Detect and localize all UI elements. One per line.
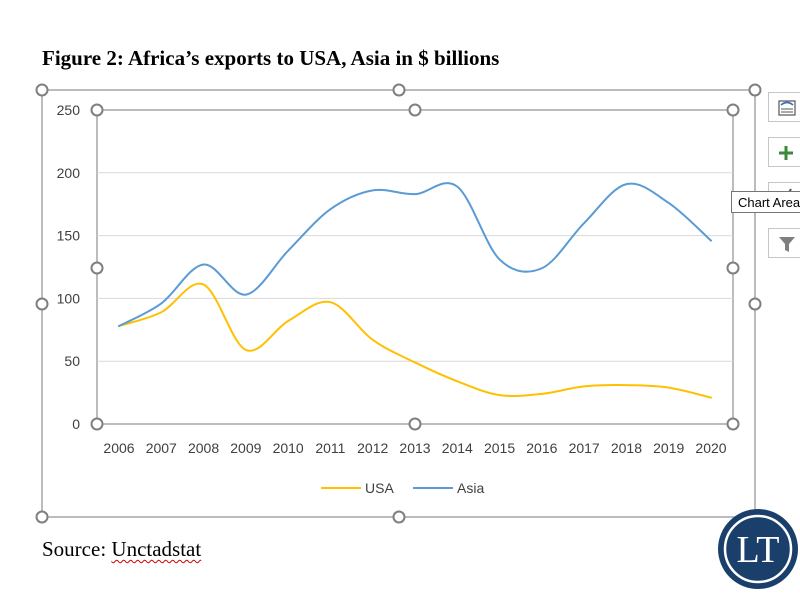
source-note: Source: Unctadstat <box>42 537 201 562</box>
resize-handle[interactable] <box>726 103 740 117</box>
resize-handle[interactable] <box>90 261 104 275</box>
x-tick-label: 2009 <box>230 440 261 456</box>
add-chart-element-icon <box>779 146 793 160</box>
legend-label-asia: Asia <box>457 480 484 496</box>
resize-handle[interactable] <box>408 103 422 117</box>
resize-handle[interactable] <box>35 510 49 524</box>
resize-handle[interactable] <box>748 83 762 97</box>
chart-filter-button[interactable] <box>768 228 800 258</box>
y-tick-label: 250 <box>57 102 81 118</box>
resize-handle[interactable] <box>408 417 422 431</box>
plot-area-frame[interactable] <box>96 109 734 425</box>
x-tick-label: 2011 <box>315 440 345 456</box>
resize-handle[interactable] <box>90 417 104 431</box>
x-tick-label: 2019 <box>653 440 684 456</box>
selection-handles[interactable] <box>35 83 762 524</box>
add-chart-element-button[interactable] <box>768 137 800 167</box>
resize-handle[interactable] <box>726 261 740 275</box>
resize-handle[interactable] <box>392 510 406 524</box>
resize-handle[interactable] <box>748 297 762 311</box>
x-axis: 2006 2007 2008 2009 2010 2011 2012 2013 2014 2015… <box>103 440 726 456</box>
y-axis: 0 50 100 150 200 250 <box>57 102 81 432</box>
x-tick-label: 2010 <box>273 440 304 456</box>
x-tick-label: 2012 <box>357 440 388 456</box>
resize-handle[interactable] <box>392 83 406 97</box>
resize-handle[interactable] <box>35 83 49 97</box>
chart-styles-button[interactable] <box>768 92 800 122</box>
series-lines <box>118 182 712 399</box>
y-tick-label: 150 <box>57 228 81 244</box>
lt-logo: LT <box>718 509 798 589</box>
x-tick-label: 2014 <box>442 440 473 456</box>
x-tick-label: 2007 <box>146 440 177 456</box>
x-tick-label: 2017 <box>569 440 600 456</box>
logo-text: LT <box>737 529 780 571</box>
x-tick-label: 2006 <box>103 440 134 456</box>
x-tick-label: 2008 <box>188 440 219 456</box>
chart-styles-icon <box>778 100 796 116</box>
y-tick-label: 0 <box>72 416 80 432</box>
y-tick-label: 200 <box>57 165 81 181</box>
x-tick-label: 2015 <box>484 440 515 456</box>
x-tick-label: 2018 <box>611 440 642 456</box>
x-tick-label: 2016 <box>526 440 557 456</box>
x-tick-label: 2013 <box>399 440 430 456</box>
resize-handle[interactable] <box>90 103 104 117</box>
resize-handle[interactable] <box>35 297 49 311</box>
source-prefix: Source: <box>42 537 112 561</box>
chart-area-tooltip: Chart Area <box>731 191 800 213</box>
resize-handle[interactable] <box>726 417 740 431</box>
y-tick-label: 50 <box>64 353 80 369</box>
gridlines <box>97 172 733 362</box>
x-tick-label: 2020 <box>695 440 726 456</box>
series-line-usa[interactable] <box>118 282 712 399</box>
series-line-asia[interactable] <box>118 182 712 328</box>
y-tick-label: 100 <box>57 290 81 306</box>
chart-filter-icon <box>779 237 795 252</box>
figure-title: Figure 2: Africa’s exports to USA, Asia … <box>42 46 500 70</box>
legend[interactable]: USA Asia <box>321 480 484 496</box>
legend-label-usa: USA <box>365 480 394 496</box>
source-name: Unctadstat <box>111 537 202 561</box>
